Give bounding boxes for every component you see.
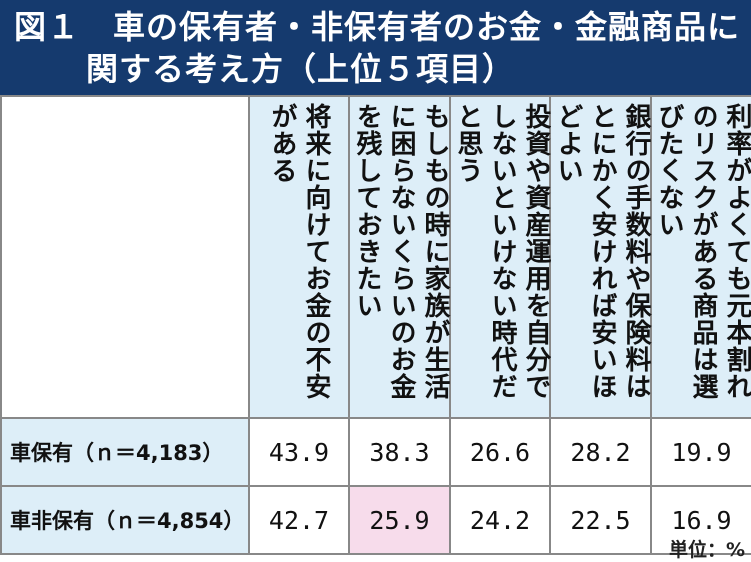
table-row: 車保有（ｎ＝4,183） 43.9 38.3 26.6 28.2 19.9	[0, 417, 751, 487]
title-line-2: 関する考え方（上位５項目）	[86, 50, 516, 88]
highlighted-value-cell: 25.9	[348, 485, 451, 555]
data-table: 将来に向けてお金の不安がある もしもの時に家族が生活に困らないくらいのお金を残し…	[0, 95, 751, 555]
row-label: 車非保有（ｎ＝4,854）	[0, 485, 250, 555]
row-label: 車保有（ｎ＝4,183）	[0, 417, 250, 487]
table-row: 車非保有（ｎ＝4,854） 42.7 25.9 24.2 22.5 16.9	[0, 485, 751, 555]
value-cell: 22.5	[549, 485, 652, 555]
title-banner: 図１ 車の保有者・非保有者のお金・金融商品に 関する考え方（上位５項目）	[0, 0, 751, 95]
value-cell: 19.9	[650, 417, 751, 487]
column-header-label: もしもの時に家族が生活に困らないくらいのお金を残しておきたい	[352, 103, 450, 400]
column-header: 利率がよくても元本割れのリスクがある商品は選びたくない	[650, 95, 751, 419]
column-header-label: 投資や資産運用を自分でしないといけない時代だと思う	[453, 103, 551, 400]
column-header-label: 将来に向けてお金の不安がある	[267, 103, 331, 400]
value-cell: 38.3	[348, 417, 451, 487]
column-header: 投資や資産運用を自分でしないといけない時代だと思う	[449, 95, 551, 419]
title-line-1: 図１ 車の保有者・非保有者のお金・金融商品に	[14, 8, 741, 46]
column-header-label: 利率がよくても元本割れのリスクがある商品は選びたくない	[654, 103, 751, 400]
value-cell: 28.2	[549, 417, 652, 487]
header-row: 将来に向けてお金の不安がある もしもの時に家族が生活に困らないくらいのお金を残し…	[0, 95, 751, 419]
value-cell: 42.7	[248, 485, 350, 555]
column-header: 銀行の手数料や保険料はとにかく安ければ安いほどよい	[549, 95, 652, 419]
column-header: 将来に向けてお金の不安がある	[248, 95, 350, 419]
column-header: もしもの時に家族が生活に困らないくらいのお金を残しておきたい	[348, 95, 451, 419]
column-header-label: 銀行の手数料や保険料はとにかく安ければ安いほどよい	[553, 103, 651, 400]
value-cell: 26.6	[449, 417, 551, 487]
value-cell: 43.9	[248, 417, 350, 487]
unit-note: 単位：%	[668, 539, 745, 561]
value-cell: 24.2	[449, 485, 551, 555]
value-cell: 16.9	[650, 485, 751, 555]
corner-cell	[0, 95, 250, 419]
